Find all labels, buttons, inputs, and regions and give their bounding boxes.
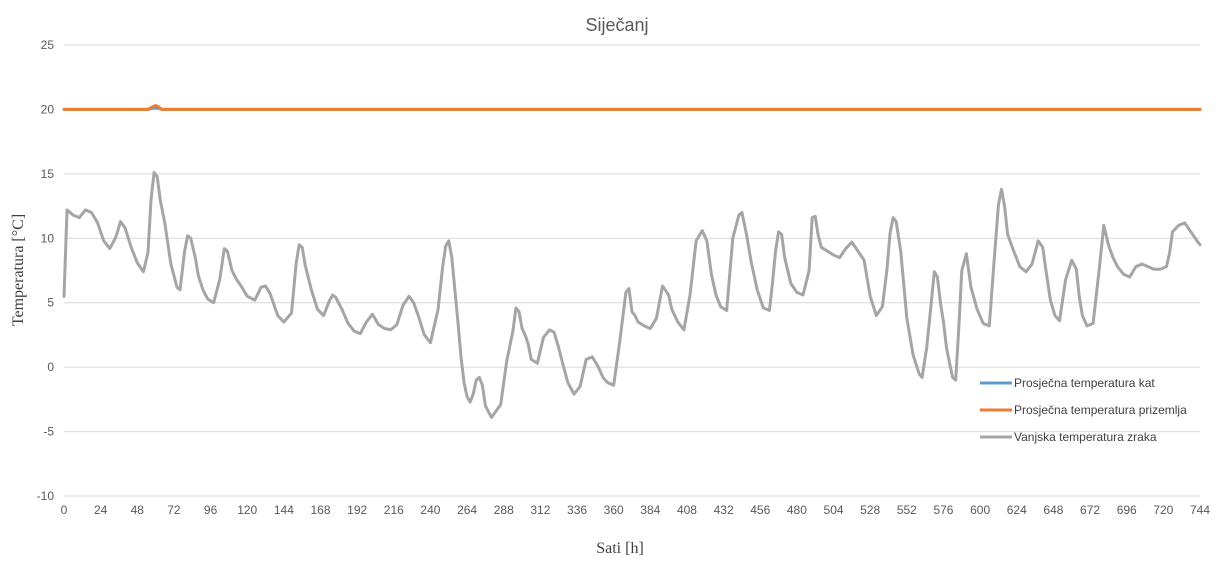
x-tick-label: 456 [750, 503, 770, 517]
gridlines [64, 44, 1200, 497]
x-tick-label: 48 [131, 503, 145, 517]
y-tick-label: 5 [47, 296, 54, 310]
x-tick-label: 672 [1080, 503, 1100, 517]
x-tick-label: 168 [311, 503, 331, 517]
x-tick-label: 96 [204, 503, 218, 517]
legend-label-2: Vanjska temperatura zraka [1014, 430, 1157, 444]
x-axis-label: Sati [h] [596, 540, 644, 557]
x-tick-label: 696 [1117, 503, 1137, 517]
x-tick-label: 432 [714, 503, 734, 517]
x-tick-label: 144 [274, 503, 294, 517]
x-tick-label: 480 [787, 503, 807, 517]
y-tick-label: 25 [41, 38, 55, 52]
x-tick-label: 624 [1007, 503, 1027, 517]
x-tick-label: 384 [640, 503, 660, 517]
x-tick-label: 648 [1043, 503, 1063, 517]
x-tick-label: 192 [347, 503, 367, 517]
x-tick-label: 216 [384, 503, 404, 517]
y-tick-label: -5 [43, 425, 54, 439]
x-tick-label: 312 [530, 503, 550, 517]
y-tick-labels: -10 -5 0 5 10 15 20 25 [37, 38, 55, 503]
x-tick-label: 120 [237, 503, 257, 517]
x-tick-labels: 0 24 48 72 96 120 144 168 192 216 240 264 288 312 336 3… [61, 503, 1211, 517]
x-tick-label: 576 [933, 503, 953, 517]
x-tick-label: 0 [61, 503, 68, 517]
x-tick-label: 528 [860, 503, 880, 517]
x-tick-label: 600 [970, 503, 990, 517]
x-tick-label: 288 [494, 503, 514, 517]
legend-label-0: Prosječna temperatura kat [1014, 376, 1155, 390]
x-tick-label: 72 [167, 503, 181, 517]
x-tick-label: 408 [677, 503, 697, 517]
x-tick-label: 336 [567, 503, 587, 517]
x-tick-label: 504 [824, 503, 844, 517]
x-tick-label: 720 [1153, 503, 1173, 517]
y-tick-label: 20 [41, 102, 55, 116]
x-tick-label: 744 [1190, 503, 1210, 517]
y-tick-label: 0 [47, 360, 54, 374]
series-line-2 [62, 171, 1202, 419]
y-tick-label: 15 [41, 167, 55, 181]
x-tick-label: 240 [420, 503, 440, 517]
legend: Prosječna temperatura kat Prosječna tempe… [980, 376, 1187, 444]
y-tick-label: -10 [37, 489, 55, 503]
x-tick-label: 552 [897, 503, 917, 517]
y-tick-label: 10 [41, 231, 55, 245]
series-lines [62, 104, 1202, 419]
series-line-1 [62, 104, 1202, 111]
x-tick-label: 360 [604, 503, 624, 517]
x-tick-label: 24 [94, 503, 108, 517]
chart-title: Siječanj [585, 15, 648, 35]
y-axis-label: Temperatura [°C] [10, 214, 27, 326]
x-tick-label: 264 [457, 503, 477, 517]
legend-label-1: Prosječna temperatura prizemlja [1014, 403, 1187, 417]
